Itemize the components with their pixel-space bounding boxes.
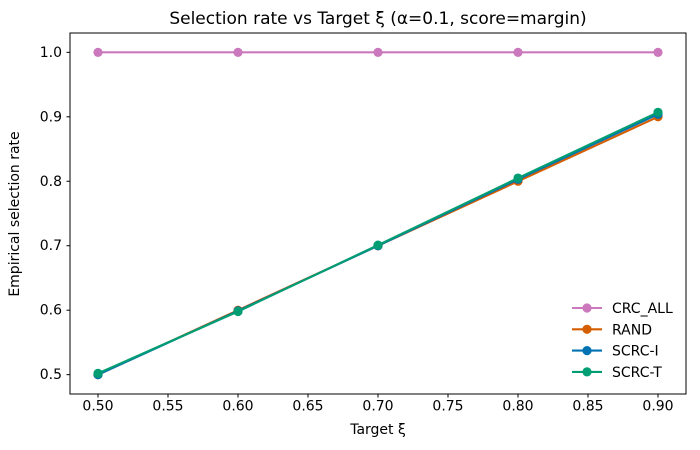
legend-item: CRC_ALL: [572, 301, 673, 317]
series-marker-CRC_ALL: [653, 47, 663, 57]
y-tick-label: 1.0: [40, 45, 62, 61]
plot-border: [69, 32, 687, 395]
y-axis-label: Empirical selection rate: [7, 131, 23, 296]
y-tick-label: 0.9: [40, 109, 62, 125]
legend-label: SCRC-T: [612, 365, 662, 381]
legend-label: SCRC-I: [612, 344, 659, 360]
x-tick-label: 0.70: [362, 399, 393, 415]
legend-sample-marker: [582, 324, 592, 334]
legend-sample-marker: [582, 346, 592, 356]
series-marker-SCRC-T: [373, 240, 383, 250]
y-tick-label: 0.8: [40, 174, 62, 190]
legend-item: SCRC-T: [572, 365, 662, 381]
axes-layer: 0.50 0.55 0.60 0.65 0.70 0.75 0.80 0.85 0.90 0.5 0…: [40, 32, 687, 415]
legend-sample-marker: [582, 303, 592, 313]
series-marker-SCRC-T: [653, 107, 663, 117]
y-tick-label: 0.6: [40, 303, 62, 319]
x-tick-label: 0.65: [292, 399, 323, 415]
y-tick-label: 0.7: [40, 238, 62, 254]
series-marker-CRC_ALL: [513, 47, 523, 57]
x-tick-label: 0.85: [572, 399, 603, 415]
legend-sample-marker: [582, 367, 592, 377]
series-marker-CRC_ALL: [93, 47, 103, 57]
y-tick-label: 0.5: [40, 367, 62, 383]
x-tick-label: 0.75: [432, 399, 463, 415]
chart-title: Selection rate vs Target ξ (α=0.1, score…: [169, 9, 586, 29]
x-tick-label: 0.80: [502, 399, 533, 415]
x-tick-label: 0.50: [82, 399, 113, 415]
x-axis-label: Target ξ: [349, 422, 406, 438]
series-marker-CRC_ALL: [373, 47, 383, 57]
x-tick-label: 0.55: [152, 399, 183, 415]
legend-item: RAND: [572, 322, 652, 338]
series-layer: [93, 47, 663, 380]
legend-label: CRC_ALL: [612, 301, 673, 317]
x-tick-label: 0.90: [642, 399, 673, 415]
series-marker-CRC_ALL: [233, 47, 243, 57]
series-marker-SCRC-T: [233, 306, 243, 317]
series-marker-SCRC-T: [513, 173, 523, 183]
series-marker-SCRC-T: [93, 368, 103, 378]
x-tick-label: 0.60: [222, 399, 253, 415]
legend: CRC_ALL RAND SCRC-I SCRC-T: [572, 301, 673, 381]
legend-label: RAND: [612, 322, 652, 338]
legend-item: SCRC-I: [572, 344, 659, 360]
